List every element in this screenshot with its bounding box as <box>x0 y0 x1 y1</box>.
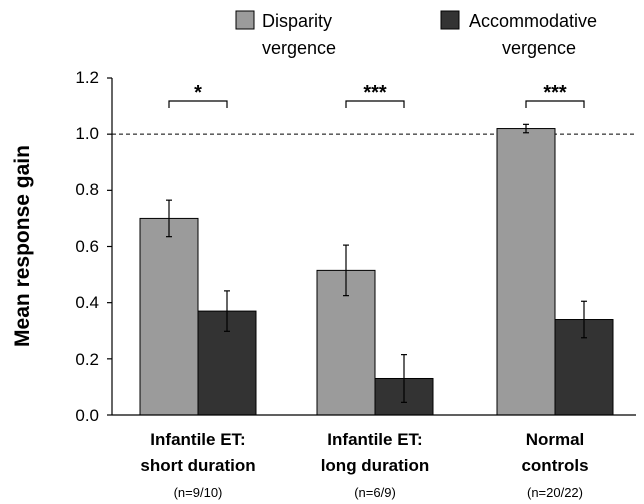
category-label-line2: controls <box>521 456 588 475</box>
y-tick-label: 0.2 <box>75 350 99 369</box>
legend-swatch-accommodative <box>440 10 460 30</box>
significance-label: * <box>194 82 202 104</box>
legend-swatch-disparity <box>235 10 255 30</box>
y-tick-label: 0.6 <box>75 237 99 256</box>
y-tick-label: 0.8 <box>75 180 99 199</box>
y-tick-label: 0.0 <box>75 406 99 425</box>
y-axis-label: Mean response gain <box>11 145 34 347</box>
significance-label: *** <box>363 82 387 104</box>
significance-label: *** <box>543 82 567 104</box>
y-tick-label: 0.4 <box>75 293 99 312</box>
category-label-line1: Infantile ET: <box>150 430 245 449</box>
legend: Disparity vergence Accommodative vergenc… <box>235 10 597 58</box>
y-tick-labels: 0.0 0.2 0.4 0.6 0.8 1.0 1.2 <box>75 68 99 425</box>
category-label-line1: Infantile ET: <box>327 430 422 449</box>
legend-label-accommodative-line2: vergence <box>502 38 576 58</box>
category-count: (n=20/22) <box>527 485 583 500</box>
significance-bracket <box>345 100 405 108</box>
legend-label-disparity-line1: Disparity <box>262 11 332 31</box>
y-tick-label: 1.2 <box>75 68 99 87</box>
bar <box>496 128 556 416</box>
category-label-line2: long duration <box>321 456 430 475</box>
bar <box>139 217 199 416</box>
significance-bracket <box>525 100 585 108</box>
category-count: (n=6/9) <box>354 485 396 500</box>
legend-label-accommodative-line1: Accommodative <box>469 11 597 31</box>
category-label-line2: short duration <box>140 456 255 475</box>
category-count: (n=9/10) <box>174 485 223 500</box>
category-label-line1: Normal <box>526 430 585 449</box>
plot-area <box>107 77 636 416</box>
legend-label-disparity-line2: vergence <box>262 38 336 58</box>
y-tick-label: 1.0 <box>75 124 99 143</box>
x-category-labels: Infantile ET: short duration (n=9/10) In… <box>140 430 588 500</box>
significance-labels: * *** *** <box>194 82 567 104</box>
significance-bracket <box>168 100 228 108</box>
